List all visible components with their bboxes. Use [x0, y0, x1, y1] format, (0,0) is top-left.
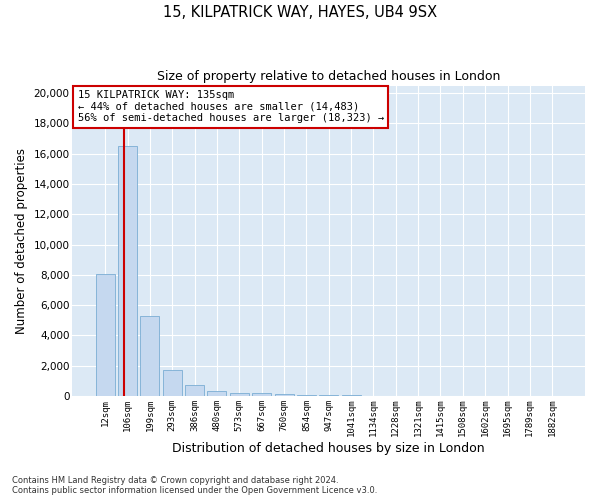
Text: Contains HM Land Registry data © Crown copyright and database right 2024.
Contai: Contains HM Land Registry data © Crown c… — [12, 476, 377, 495]
Bar — [208, 390, 226, 396]
Title: Size of property relative to detached houses in London: Size of property relative to detached ho… — [157, 70, 500, 83]
Bar — [140, 316, 160, 396]
Bar — [96, 274, 115, 396]
Bar — [319, 395, 338, 396]
X-axis label: Distribution of detached houses by size in London: Distribution of detached houses by size … — [172, 442, 485, 455]
Bar — [230, 393, 249, 396]
Text: 15, KILPATRICK WAY, HAYES, UB4 9SX: 15, KILPATRICK WAY, HAYES, UB4 9SX — [163, 5, 437, 20]
Bar — [275, 394, 293, 396]
Y-axis label: Number of detached properties: Number of detached properties — [15, 148, 28, 334]
Bar — [252, 394, 271, 396]
Bar — [297, 394, 316, 396]
Bar — [163, 370, 182, 396]
Bar — [185, 386, 204, 396]
Text: 15 KILPATRICK WAY: 135sqm
← 44% of detached houses are smaller (14,483)
56% of s: 15 KILPATRICK WAY: 135sqm ← 44% of detac… — [77, 90, 384, 124]
Bar — [118, 146, 137, 396]
